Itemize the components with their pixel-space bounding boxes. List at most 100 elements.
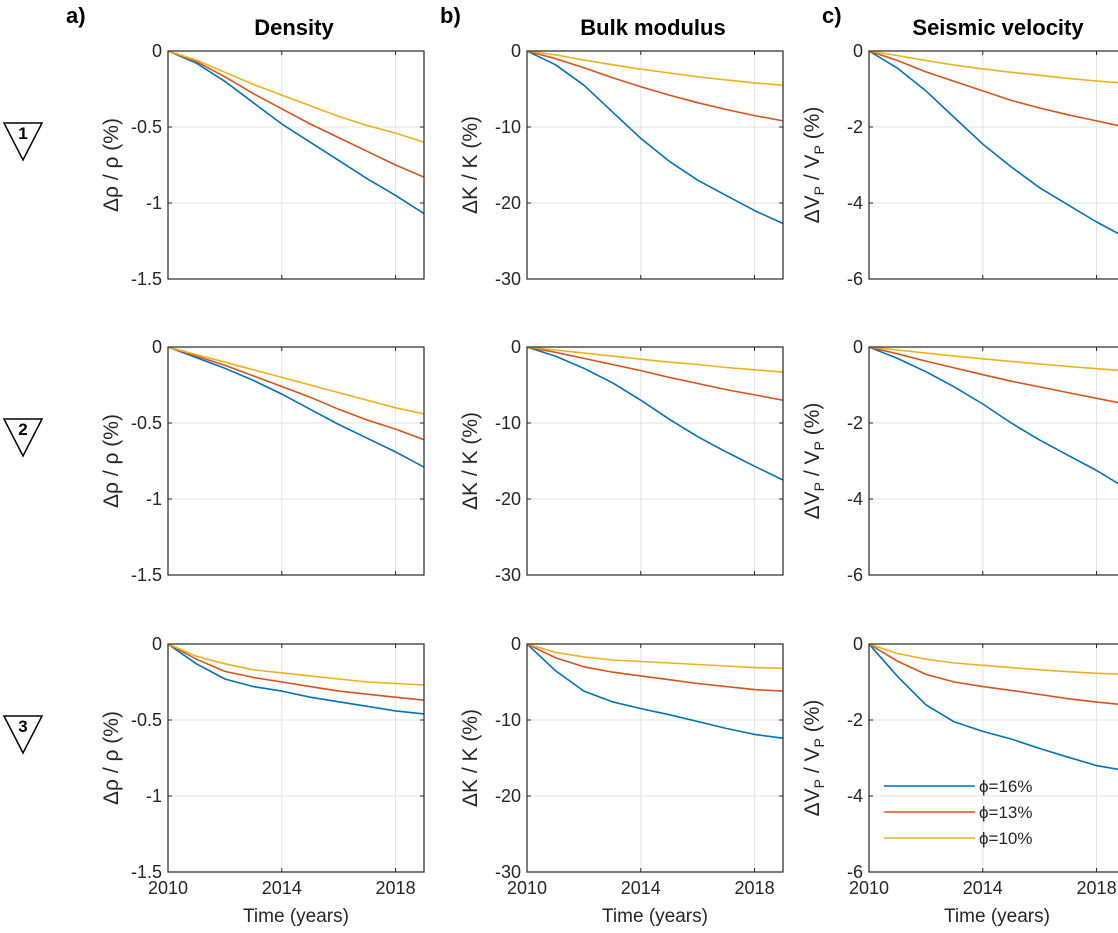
y-tick-label: -2 [847, 710, 863, 730]
legend-label-phi10: ϕ=10% [979, 829, 1032, 848]
x-tick-label: 2010 [849, 878, 889, 898]
y-tick-label: -2 [847, 117, 863, 137]
y-tick-label: 0 [511, 337, 521, 357]
series-line-phi10 [168, 347, 424, 415]
label-part: ΔV [801, 195, 824, 223]
series-line-phi13 [168, 347, 424, 441]
plot-area [527, 347, 783, 575]
y-axis-label: ΔK / K (%) [459, 412, 482, 510]
label-part: (%) [801, 403, 824, 442]
x-tick-label: 2018 [376, 878, 416, 898]
series-line-phi13 [527, 644, 783, 692]
y-tick-label: -1 [146, 786, 162, 806]
y-tick-label: -1.5 [131, 565, 162, 585]
plot-area [168, 347, 424, 575]
series-line-phi16 [527, 644, 783, 739]
y-tick-label: -6 [847, 565, 863, 585]
panel-letter-a: a) [66, 3, 86, 28]
label-part: / V [801, 747, 824, 779]
y-tick-label: 0 [152, 634, 162, 654]
y-tick-label: -6 [847, 269, 863, 289]
label-part: / V [801, 450, 824, 482]
label-part: (%) [801, 107, 824, 146]
series-line-phi16 [869, 51, 1118, 235]
series-line-phi16 [869, 347, 1118, 485]
axes-frame [526, 346, 784, 576]
series-line-phi10 [168, 51, 424, 143]
x-tick-label: 2014 [963, 878, 1003, 898]
y-tick-label: -1.5 [131, 269, 162, 289]
y-tick-label: -2 [847, 413, 863, 433]
y-tick-label: 0 [511, 634, 521, 654]
y-axis-label: ΔVP / VP (%) [801, 700, 827, 817]
x-tick-label: 2014 [262, 878, 302, 898]
inverted-triangle-icon [2, 418, 44, 458]
y-tick-label: -30 [495, 269, 521, 289]
y-axis-label: ΔVP / VP (%) [801, 403, 827, 520]
inverted-triangle-icon [2, 122, 44, 162]
axes-frame [868, 50, 1118, 280]
axes-frame [868, 346, 1118, 576]
y-tick-label: -30 [495, 862, 521, 882]
label-part: / V [801, 154, 824, 186]
y-axis-label: Δρ / ρ (%) [100, 711, 123, 805]
column-title-density: Density [254, 15, 334, 40]
axes-frame [167, 643, 425, 873]
y-tick-label: 0 [511, 41, 521, 61]
series-line-phi13 [527, 51, 783, 122]
series-line-phi16 [527, 51, 783, 225]
y-tick-label: -20 [495, 786, 521, 806]
panel-row2-bulk-modulus: 0 -10 -20 -30 ΔK / K (%) [459, 337, 784, 585]
y-axis-label: ΔK / K (%) [459, 116, 482, 214]
y-tick-label: 0 [152, 337, 162, 357]
subscript: P [811, 186, 827, 195]
plot-area [168, 644, 424, 872]
row-marker-2: 2 [2, 418, 44, 458]
series-line-phi10 [869, 51, 1118, 84]
legend-label-phi13: ϕ=13% [979, 803, 1032, 822]
x-axis-label: Time (years) [944, 906, 1050, 927]
axes-frame [868, 643, 1118, 873]
series-line-phi10 [168, 644, 424, 686]
legend-label-phi16: ϕ=16% [979, 777, 1032, 796]
plot-area [869, 644, 1118, 872]
y-tick-label: -20 [495, 489, 521, 509]
y-tick-label: -10 [495, 117, 521, 137]
plot-area [869, 347, 1118, 575]
x-axis-label: Time (years) [243, 906, 349, 927]
series-line-phi16 [527, 347, 783, 481]
series-line-phi10 [527, 51, 783, 86]
x-tick-label: 2010 [507, 878, 547, 898]
row-marker-label: 3 [18, 717, 27, 736]
axes-frame [167, 346, 425, 576]
series-line-phi16 [168, 347, 424, 468]
plot-area [527, 644, 783, 872]
panel-letter-c: c) [822, 3, 842, 28]
plot-area [527, 51, 783, 279]
y-tick-label: -10 [495, 413, 521, 433]
y-tick-label: -10 [495, 710, 521, 730]
series-line-phi10 [869, 644, 1118, 675]
label-part: ΔV [801, 491, 824, 519]
series-line-phi16 [869, 644, 1118, 771]
series-line-phi10 [527, 644, 783, 670]
y-tick-label: -4 [847, 489, 863, 509]
y-tick-label: -0.5 [131, 117, 162, 137]
column-title-seismic-velocity: Seismic velocity [912, 15, 1084, 40]
label-part: (%) [801, 700, 824, 739]
series-line-phi13 [168, 51, 424, 178]
axes-frame [526, 50, 784, 280]
legend: ϕ=16% ϕ=13% ϕ=10% [884, 777, 1032, 848]
row-marker-label: 2 [18, 420, 27, 439]
subscript: P [811, 441, 827, 450]
panel-letter-b: b) [440, 3, 461, 28]
y-tick-label: -4 [847, 786, 863, 806]
row-marker-1: 1 [2, 122, 44, 162]
subscript: P [811, 145, 827, 154]
inverted-triangle-icon [2, 715, 44, 755]
series-line-phi16 [168, 644, 424, 715]
series-line-phi10 [869, 347, 1118, 372]
